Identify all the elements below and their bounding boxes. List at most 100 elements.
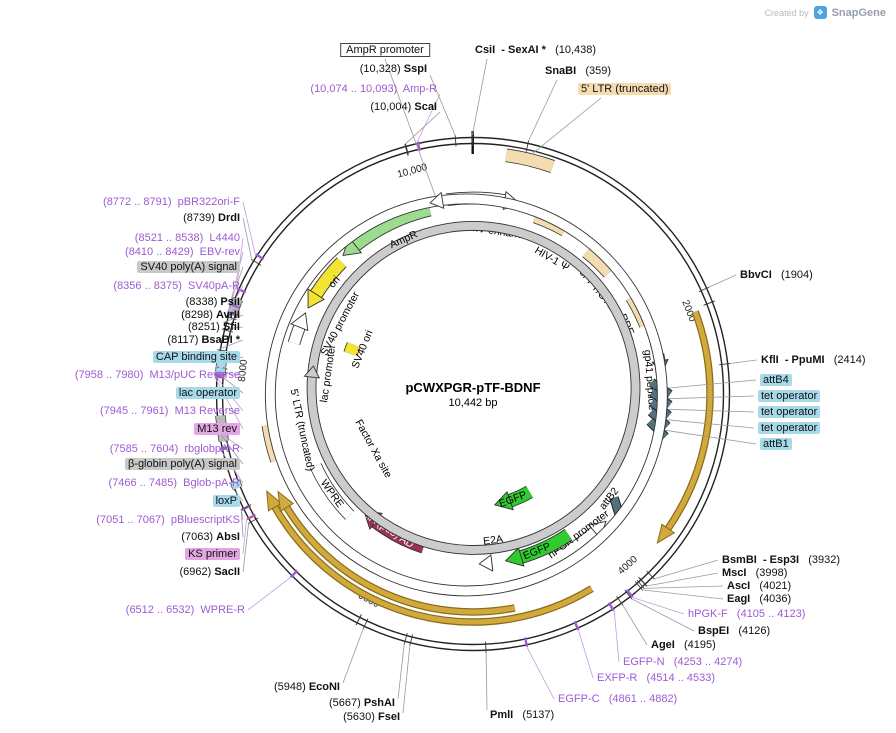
tet-operator-label-3[interactable]: tet operator <box>758 421 821 435</box>
rbglobpa-r-pre: (7585 .. 7604) <box>109 443 185 455</box>
ampr-promoter-label[interactable]: AmpR promoter <box>340 43 430 57</box>
transcript-bottom-inner[interactable] <box>277 490 516 616</box>
lac-operator-label[interactable]: lac operator <box>175 386 240 400</box>
tick-l4440[interactable] <box>236 287 247 294</box>
bbvci[interactable]: BbvCI (1904) <box>740 268 813 282</box>
agei[interactable]: AgeI (4195) <box>651 638 716 652</box>
loxp-site[interactable] <box>230 479 242 490</box>
tet-operator-label-1[interactable]: tet operator <box>758 389 821 403</box>
callout-msci <box>646 572 719 587</box>
l4440[interactable]: (8521 .. 8538) L4440 <box>135 231 240 245</box>
avrii[interactable]: (8298) AvrII <box>181 308 240 322</box>
asci[interactable]: AscI (4021) <box>727 579 791 593</box>
tick-wpre-r[interactable] <box>289 569 299 579</box>
tick-amp-r[interactable] <box>416 141 421 152</box>
factor-xa-site-label[interactable]: Factor Xa site <box>352 418 394 481</box>
bsabi[interactable]: (8117) BsaBI * <box>167 333 240 347</box>
tick-pbr322ori-f[interactable] <box>254 253 265 261</box>
tick-ks-primer[interactable] <box>246 513 256 521</box>
callout-bsmbi-esp3i <box>654 559 719 580</box>
exfp-r[interactable]: EXFP-R (4514 .. 4533) <box>597 671 715 685</box>
csii-sexai[interactable]: CsiI - SexAI * (10,438) <box>475 43 596 57</box>
amp-r-pre: (10,074 .. 10,093) <box>310 83 403 95</box>
plasmid-size: 10,442 bp <box>448 397 498 409</box>
kfli-ppumi[interactable]: KflI - PpuMI (2414) <box>761 353 866 367</box>
wpre-r[interactable]: (6512 .. 6532) WPRE-R <box>126 603 245 617</box>
pbr322ori-f[interactable]: (8772 .. 8791) pBR322ori-F <box>103 195 240 209</box>
sspi[interactable]: (10,328) SspI <box>360 62 427 76</box>
ks-primer[interactable]: KS primer <box>185 547 240 561</box>
ltr-top-label[interactable]: 5' LTR (truncated) <box>578 82 672 96</box>
m13-puc-reverse[interactable]: (7958 .. 7980) M13/pUC Reverse <box>75 368 240 382</box>
sv40pa-r[interactable]: (8356 .. 8375) SV40pA-R <box>113 279 240 293</box>
bspei-post: (4126) <box>729 625 771 637</box>
transcript-right-body <box>666 310 713 530</box>
egfp-n-post: (4253 .. 4274) <box>664 656 743 668</box>
egfp-n[interactable]: EGFP-N (4253 .. 4274) <box>623 655 742 669</box>
transcript-bottom-inner-body <box>284 506 516 615</box>
egfp-outer-body <box>519 529 572 563</box>
feature-sv40-ori[interactable]: SV40 ori <box>343 328 376 370</box>
scai[interactable]: (10,004) ScaI <box>370 100 437 114</box>
scai-name: ScaI <box>414 101 437 113</box>
callout-m13-puc-reverse <box>214 372 244 376</box>
tick-bglob-pa-r[interactable] <box>220 445 230 451</box>
m13-reverse[interactable]: (7945 .. 7961) M13 Reverse <box>100 404 240 418</box>
feature-5-ltr-truncated-top[interactable] <box>505 148 555 174</box>
sv40-polya-label[interactable]: SV40 poly(A) signal <box>137 260 240 274</box>
asci-name: AscI <box>727 580 751 592</box>
pshai-pre: (5667) <box>328 697 364 709</box>
sacii[interactable]: (6962) SacII <box>179 565 240 579</box>
snabi[interactable]: SnaBI (359) <box>545 64 611 78</box>
msci[interactable]: MscI (3998) <box>722 566 787 580</box>
fsei[interactable]: (5630) FseI <box>343 710 400 724</box>
callout-absi <box>240 509 244 538</box>
callout-m13-rev <box>214 376 244 430</box>
callout-bsabi <box>217 339 244 351</box>
feature-ampr-promoter[interactable] <box>264 191 668 597</box>
bspei[interactable]: BspEI (4126) <box>698 624 770 638</box>
bsmbi-esp3i[interactable]: BsmBI - Esp3I (3932) <box>722 553 840 567</box>
lac-promoter-body <box>307 221 640 554</box>
sfii[interactable]: (8251) SfiI <box>188 320 240 334</box>
pmli[interactable]: PmlI (5137) <box>490 708 554 722</box>
egfp-c-post: (4861 .. 4882) <box>599 693 678 705</box>
feature-egfp-inner[interactable]: EGFP <box>493 485 533 511</box>
attb4-label[interactable]: attB4 <box>760 373 792 387</box>
psii[interactable]: (8338) PsiI <box>186 295 240 309</box>
pshai[interactable]: (5667) PshAI <box>329 696 395 710</box>
tet-operator-label-2[interactable]: tet operator <box>758 405 821 419</box>
tick-egfp-n[interactable] <box>607 602 615 612</box>
attb1-label[interactable]: attB1 <box>760 437 792 451</box>
hpgk-f[interactable]: hPGK-F (4105 .. 4123) <box>688 607 805 621</box>
econi[interactable]: (5948) EcoNI <box>274 680 340 694</box>
rbglobpa-r[interactable]: (7585 .. 7604) rbglobpA-R <box>110 442 240 456</box>
feature-ori[interactable]: ori <box>307 257 347 309</box>
ebv-rev[interactable]: (8410 .. 8429) EBV-rev <box>125 245 240 259</box>
pbluescriptks[interactable]: (7051 .. 7067) pBluescriptKS <box>96 513 240 527</box>
egfp-c[interactable]: EGFP-C (4861 .. 4882) <box>558 692 677 706</box>
m13-rev[interactable]: M13 rev <box>194 422 240 436</box>
eagi[interactable]: EagI (4036) <box>727 592 791 606</box>
tick-pbluescriptks[interactable] <box>241 504 251 511</box>
bglob-pa-r[interactable]: (7466 .. 7485) Bglob-pA-R <box>109 476 240 490</box>
tick-sv40pa-r[interactable] <box>227 311 238 317</box>
amp-r[interactable]: (10,074 .. 10,093) Amp-R <box>310 82 437 96</box>
tick-m13-reverse[interactable] <box>215 373 225 378</box>
hpgk-f-name: hPGK-F <box>688 608 728 620</box>
callout-pshai <box>397 643 405 700</box>
callout-sv40pa-r <box>226 285 244 313</box>
cap-binding-site-label[interactable]: CAP binding site <box>152 350 240 364</box>
attb4-label-name: attB4 <box>760 374 792 386</box>
tick-hpgk-f[interactable] <box>625 589 634 598</box>
tick-exfp-r[interactable] <box>573 620 580 631</box>
drdi[interactable]: (8739) DrdI <box>183 211 240 225</box>
transcript-bottom-outer[interactable] <box>266 489 594 626</box>
pbr322ori-f-pre: (8772 .. 8791) <box>103 196 178 208</box>
tick-egfp-c[interactable] <box>523 637 529 648</box>
bglobin-polya-label[interactable]: β-globin poly(A) signal <box>124 457 240 471</box>
ampr-label[interactable]: AmpR <box>388 228 420 251</box>
absi[interactable]: (7063) AbsI <box>181 530 240 544</box>
loxp-label[interactable]: loxP <box>212 494 240 508</box>
